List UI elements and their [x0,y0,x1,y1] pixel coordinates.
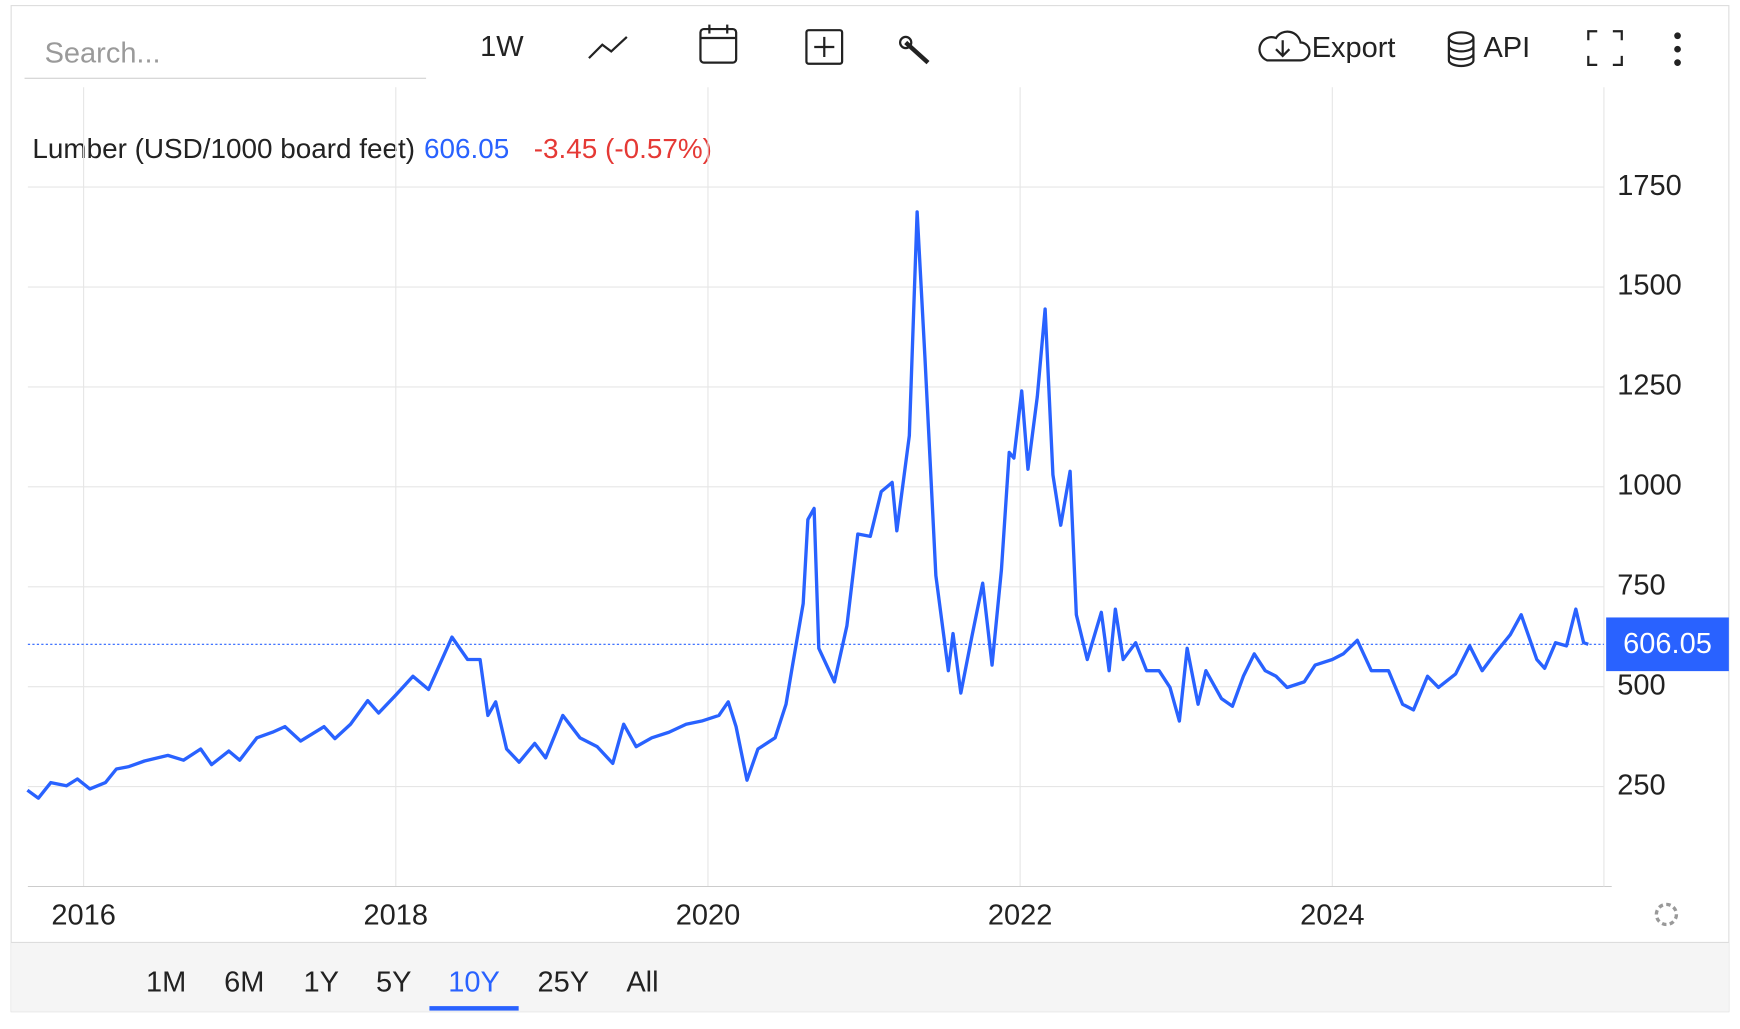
menu-icon[interactable] [1674,32,1681,66]
plot: 2016 2018 2020 2022 2024 250 500 750 1000 1250 150… [26,87,1729,931]
y-tick-label: 1500 [1617,270,1681,302]
export-icon[interactable] [1258,30,1311,62]
interval-button[interactable]: 1W [480,31,524,63]
chart-header: Lumber (USD/1000 board feet) 606.05 -3.45 … [32,133,712,164]
last-price-label: 606.05 [1623,628,1712,660]
y-tick-label: 500 [1617,669,1665,701]
y-tick-label: 1000 [1617,469,1681,501]
x-tick-label: 2016 [51,899,115,931]
x-tick-label: 2022 [988,899,1052,931]
last-value: 606.05 [424,133,509,164]
calendar-icon[interactable] [699,27,738,64]
export-button[interactable]: Export [1312,32,1396,64]
frame [10,5,1730,1013]
price-line [26,210,1589,800]
add-icon[interactable] [805,29,844,65]
last-price-tag [1606,617,1729,672]
range-selector: 1M 6M 1Y 5Y 10Y 25Y All [146,966,659,1011]
range-active-underline [429,1006,519,1011]
range-button[interactable]: 6M [224,966,264,998]
chart-type-icon[interactable] [588,36,628,59]
change: -3.45 (-0.57%) [534,133,712,164]
range-button[interactable]: 5Y [376,966,411,998]
range-button[interactable]: All [626,966,658,998]
fullscreen-icon[interactable] [1587,30,1623,66]
range-button[interactable]: 1M [146,966,186,998]
range-button[interactable]: 1Y [304,966,339,998]
range-button[interactable]: 10Y [448,966,500,998]
api-button[interactable]: API [1483,32,1530,64]
range-button[interactable]: 25Y [537,966,589,998]
x-tick-label: 2018 [364,899,428,931]
search-input[interactable]: Search... [45,37,161,69]
y-tick-label: 750 [1617,569,1665,601]
x-tick-label: 2020 [676,899,740,931]
series-name: Lumber (USD/1000 board feet) [32,133,415,164]
y-tick-label: 1250 [1617,370,1681,402]
y-tick-label: 250 [1617,769,1665,801]
range-bar [11,942,1729,1012]
settings-icon[interactable] [1654,902,1679,927]
x-tick-label: 2024 [1300,899,1364,931]
y-tick-label: 1750 [1617,170,1681,202]
toolbar-icons [588,24,1623,68]
